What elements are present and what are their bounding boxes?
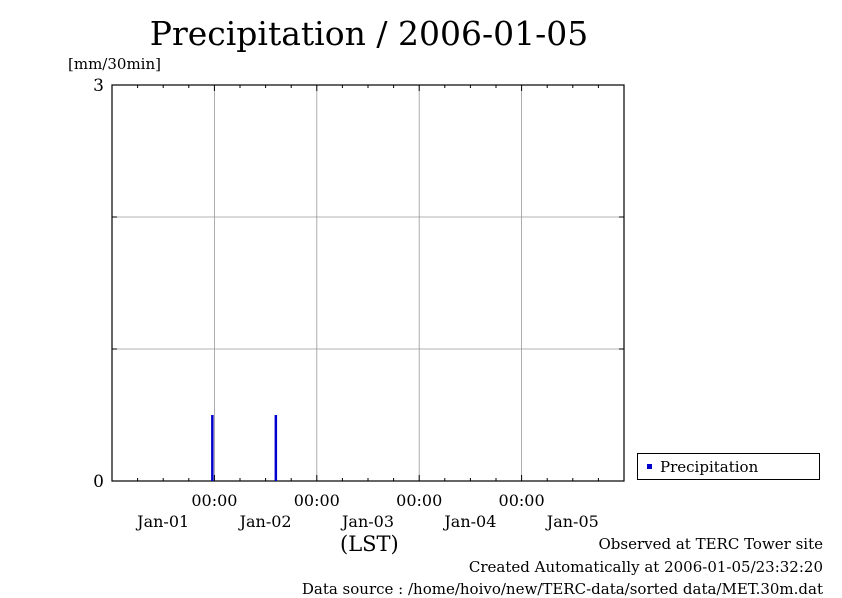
footer-observed-site: Observed at TERC Tower site bbox=[598, 535, 823, 553]
footer-created-timestamp: Created Automatically at 2006-01-05/23:3… bbox=[468, 558, 823, 576]
x-tick-date-label: Jan-03 bbox=[340, 512, 394, 531]
footer-data-source: Data source : /home/hoivo/new/TERC-data/… bbox=[301, 580, 823, 598]
x-axis-label: (LST) bbox=[340, 532, 399, 556]
y-tick-label: 3 bbox=[93, 76, 104, 96]
chart-legend: Precipitation bbox=[637, 453, 820, 480]
legend-label: Precipitation bbox=[660, 458, 759, 476]
plot-frame bbox=[111, 84, 625, 482]
x-tick-date-label: Jan-02 bbox=[238, 512, 292, 531]
x-tick-date-label: Jan-01 bbox=[135, 512, 189, 531]
legend-swatch bbox=[647, 464, 652, 469]
x-tick-time-label: 00:00 bbox=[191, 491, 237, 510]
x-tick-date-label: Jan-04 bbox=[442, 512, 496, 531]
x-tick-time-label: 00:00 bbox=[499, 491, 545, 510]
x-tick-date-label: Jan-05 bbox=[545, 512, 599, 531]
y-tick-label: 0 bbox=[93, 472, 104, 492]
x-tick-time-label: 00:00 bbox=[294, 491, 340, 510]
y-axis-unit-label: [mm/30min] bbox=[68, 55, 161, 73]
x-tick-time-label: 00:00 bbox=[396, 491, 442, 510]
chart-title: Precipitation / 2006-01-05 bbox=[149, 14, 589, 53]
